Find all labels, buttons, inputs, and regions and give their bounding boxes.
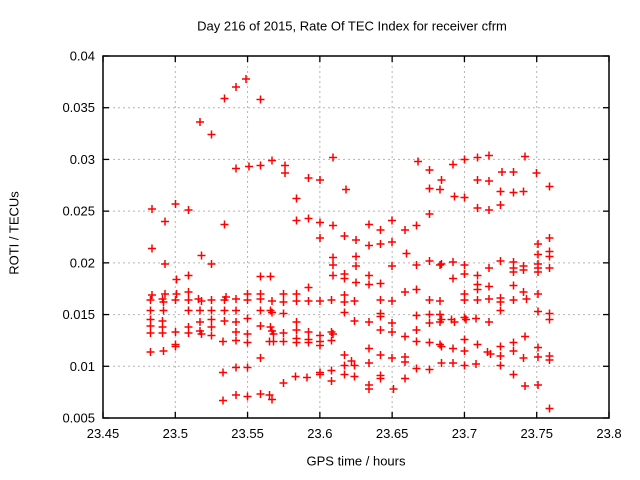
axis-border: [102, 55, 610, 419]
x-tick-label: 23.65: [376, 426, 409, 441]
y-tick-label: 0.02: [70, 255, 95, 270]
y-tick-label: 0.04: [70, 49, 95, 64]
x-tick-label: 23.7: [452, 426, 477, 441]
data-points: [146, 75, 554, 413]
x-tick-label: 23.55: [231, 426, 264, 441]
y-tick-label: 0.03: [70, 152, 95, 167]
y-tick-label: 0.025: [62, 204, 95, 219]
y-tick-label: 0.015: [62, 307, 95, 322]
x-tick-label: 23.8: [596, 426, 621, 441]
chart-title: Day 216 of 2015, Rate Of TEC Index for r…: [197, 18, 507, 34]
x-axis-label: GPS time / hours: [306, 453, 406, 469]
x-tick-label: 23.75: [520, 426, 553, 441]
x-tick-label: 23.5: [163, 426, 188, 441]
y-tick-label: 0.035: [62, 100, 95, 115]
x-tick-labels: 23.45 23.5 23.55 23.6 23.65 23.7 23.75 23.8: [87, 426, 622, 441]
x-tick-label: 23.45: [87, 426, 120, 441]
y-tick-labels: 0.005 0.01 0.015 0.02 0.025 0.03 0.035 0.04: [62, 49, 95, 426]
x-tick-label: 23.6: [307, 426, 332, 441]
y-tick-label: 0.005: [62, 411, 95, 426]
y-tick-label: 0.01: [70, 359, 95, 374]
